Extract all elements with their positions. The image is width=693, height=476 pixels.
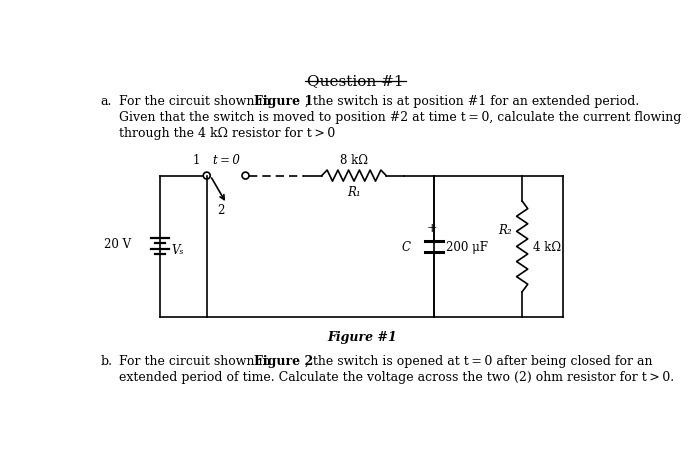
Text: Question #1: Question #1 [307, 74, 403, 88]
Text: Figure 2: Figure 2 [254, 355, 313, 367]
Text: 20 V: 20 V [104, 238, 131, 250]
Text: For the circuit shown in: For the circuit shown in [119, 355, 274, 367]
Text: Vₛ: Vₛ [171, 244, 184, 257]
Text: 2: 2 [218, 203, 225, 216]
Text: t = 0: t = 0 [213, 153, 240, 166]
Text: a.: a. [100, 95, 112, 108]
Text: Given that the switch is moved to position #2 at time t = 0, calculate the curre: Given that the switch is moved to positi… [119, 111, 681, 124]
Text: 4 kΩ: 4 kΩ [533, 240, 561, 253]
Text: R₁: R₁ [347, 186, 361, 198]
Text: +: + [427, 222, 437, 235]
Text: Figure #1: Figure #1 [327, 330, 396, 343]
Text: 8 kΩ: 8 kΩ [340, 153, 368, 166]
Text: 200 μF: 200 μF [446, 240, 489, 253]
Text: For the circuit shown in: For the circuit shown in [119, 95, 274, 108]
Text: extended period of time. Calculate the voltage across the two (2) ohm resistor f: extended period of time. Calculate the v… [119, 371, 674, 384]
Text: , the switch is at position #1 for an extended period.: , the switch is at position #1 for an ex… [305, 95, 640, 108]
Text: b.: b. [100, 355, 112, 367]
Text: , the switch is opened at t = 0 after being closed for an: , the switch is opened at t = 0 after be… [305, 355, 653, 367]
Text: R₂: R₂ [498, 224, 511, 237]
Text: through the 4 kΩ resistor for t > 0: through the 4 kΩ resistor for t > 0 [119, 127, 335, 140]
Text: Figure 1: Figure 1 [254, 95, 313, 108]
Text: 1: 1 [192, 153, 200, 166]
Text: C: C [401, 240, 410, 253]
